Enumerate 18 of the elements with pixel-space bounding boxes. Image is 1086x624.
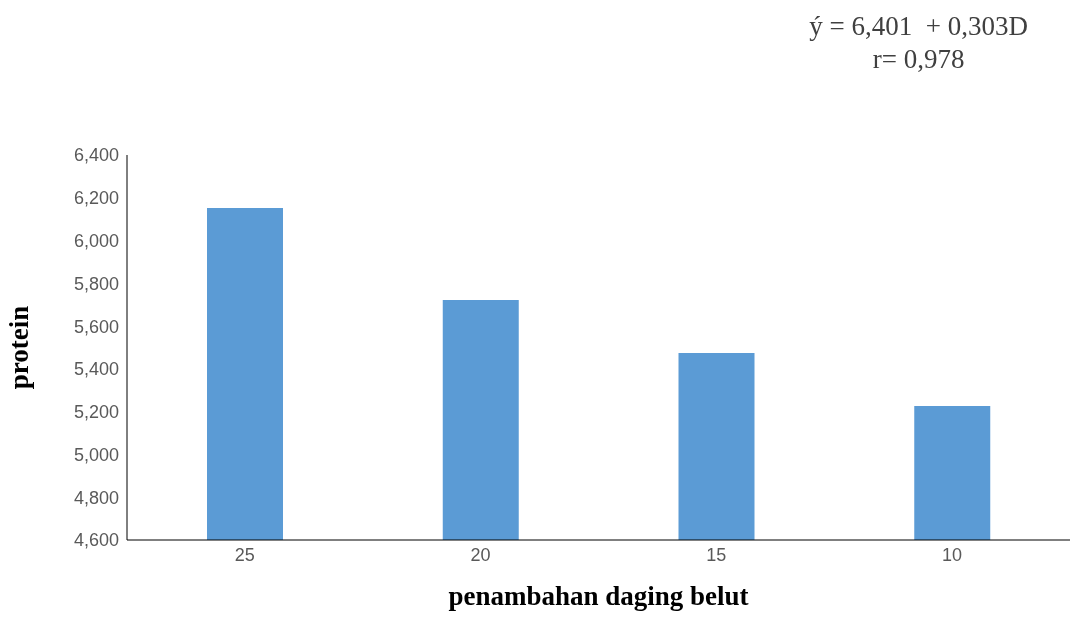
y-axis-title: protein xyxy=(3,305,34,390)
x-tick-label: 10 xyxy=(942,544,963,565)
y-tick-label: 5,000 xyxy=(73,444,119,465)
y-tick-label: 6,200 xyxy=(73,188,119,209)
x-tick-label: 20 xyxy=(470,544,491,565)
y-tick-label: 5,600 xyxy=(73,316,119,337)
y-tick-label: 4,600 xyxy=(73,530,119,551)
text: ý = 6,401 + 0,303D xyxy=(809,10,1028,43)
text: r= 0,978 xyxy=(871,43,966,76)
y-tick-label: 5,800 xyxy=(73,273,119,294)
y-tick-label: 4,800 xyxy=(73,487,119,508)
y-tick-label: 5,200 xyxy=(73,402,119,423)
y-tick-label: 5,400 xyxy=(73,359,119,380)
x-tick-label: 25 xyxy=(234,544,255,565)
x-tick-label: 15 xyxy=(706,544,727,565)
y-tick-label: 6,000 xyxy=(73,230,119,251)
x-axis-title: penambahan daging belut xyxy=(447,581,750,612)
y-tick-label: 6,400 xyxy=(73,145,119,166)
